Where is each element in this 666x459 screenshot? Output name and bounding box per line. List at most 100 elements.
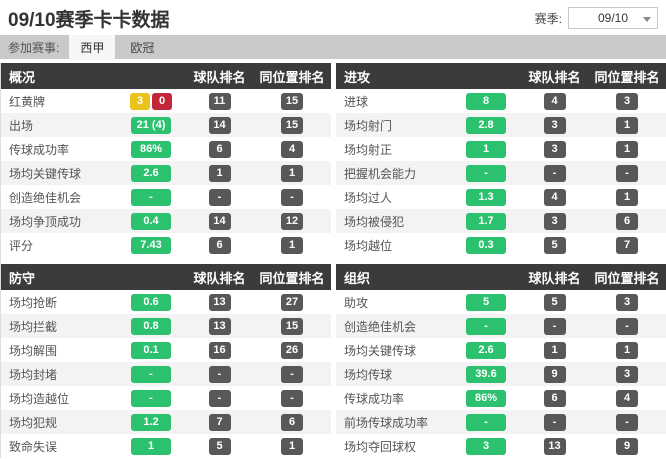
team-rank-cell: 13 [186,317,253,335]
position-rank-badge: 1 [616,116,638,134]
stat-value-cell: - [451,317,521,335]
position-rank-cell: 1 [588,341,666,359]
stat-label: 创造绝佳机会 [344,319,417,334]
team-rank-cell: 3 [521,212,588,230]
stat-label: 场均拦截 [9,319,58,334]
stat-value-cell: 1.2 [116,413,186,431]
team-rank-badge: 13 [208,293,231,311]
position-rank-badge: 4 [281,140,303,158]
position-rank-cell: - [588,317,666,335]
stat-label: 场均关键传球 [9,166,82,181]
stat-value-badge: - [131,188,171,206]
panel-header-organization: 组织 球队排名 同位置排名 [336,264,666,290]
team-rank-badge: 6 [208,236,231,254]
team-rank-cell: 1 [521,341,588,359]
stat-value-cell: 5 [451,293,521,311]
stat-value-cell: 0.8 [116,317,186,335]
stat-label: 出场 [9,118,34,133]
panel-organization: 组织 球队排名 同位置排名 助攻 5 5 3 创造绝佳机会 - - - 场均关键传球 2.6 1 1 场均传球… [336,264,666,458]
position-rank-badge: 6 [616,212,638,230]
season-select[interactable]: 09/10 [568,7,658,29]
position-rank-badge: - [616,413,638,431]
panel-body-organization: 助攻 5 5 3 创造绝佳机会 - - - 场均关键传球 2.6 1 1 场均传球 39.6 9 3 传球成功率… [336,290,666,458]
position-rank-cell: 15 [253,116,331,134]
position-rank-badge: - [616,317,638,335]
team-rank-cell: 6 [186,236,253,254]
stat-label: 场均射正 [344,142,393,157]
column-header-position-rank: 同位置排名 [259,270,325,286]
stat-label: 传球成功率 [9,142,70,157]
stat-label: 场均争顶成功 [9,214,82,229]
stat-label: 传球成功率 [344,391,405,406]
stat-row: 创造绝佳机会 - - - [336,314,666,338]
position-rank-badge: 3 [616,365,638,383]
team-rank-badge: 13 [543,437,566,455]
team-rank-badge: 6 [543,389,566,407]
stat-row: 场均传球 39.6 9 3 [336,362,666,386]
tab-laliga[interactable]: 西甲 [69,34,116,60]
stat-value-cell: 39.6 [451,365,521,383]
stat-row: 把握机会能力 - - - [336,161,666,185]
stat-row: 场均夺回球权 3 13 9 [336,434,666,458]
team-rank-cell: 1 [186,164,253,182]
stat-row: 场均过人 1.3 4 1 [336,185,666,209]
position-rank-badge: 4 [616,389,638,407]
stat-row: 场均争顶成功 0.4 14 12 [1,209,331,233]
stat-value-badge: 0.4 [131,212,171,230]
stat-label: 场均抢断 [9,295,58,310]
competition-label: 参加赛事: [8,40,60,55]
team-rank-badge: 1 [208,164,231,182]
stat-row: 前场传球成功率 - - - [336,410,666,434]
team-rank-cell: 5 [521,236,588,254]
team-rank-cell: 16 [186,341,253,359]
stat-row: 场均被侵犯 1.7 3 6 [336,209,666,233]
stat-row: 出场 21 (4) 14 15 [1,113,331,137]
stat-value-badge: 1.3 [466,188,506,206]
team-rank-cell: 14 [186,116,253,134]
stat-value-badge: 1 [466,140,506,158]
position-rank-cell: 15 [253,92,331,110]
stat-value-badge: - [131,389,171,407]
stat-label: 前场传球成功率 [344,415,429,430]
position-rank-cell: - [253,188,331,206]
position-rank-badge: 26 [281,341,303,359]
stat-row: 传球成功率 86% 6 4 [336,386,666,410]
stat-value-cell: 0.4 [116,212,186,230]
stat-value-cell: 1.3 [451,188,521,206]
panel-title: 概况 [9,69,36,85]
stat-value-cell: - [116,365,186,383]
stat-value-badge: - [466,317,506,335]
team-rank-badge: 11 [208,92,231,110]
position-rank-badge: 15 [281,92,303,110]
stat-label: 场均过人 [344,190,393,205]
panel-body-overview: 红黄牌 3 0 11 15 出场 21 (4) 14 15 传球成功率 86% 6 4 场均关键传球 2.6… [1,89,331,257]
team-rank-cell: 13 [186,293,253,311]
stat-row: 场均拦截 0.8 13 15 [1,314,331,338]
team-rank-cell: 4 [521,92,588,110]
position-rank-cell: 1 [253,236,331,254]
stat-row: 红黄牌 3 0 11 15 [1,89,331,113]
team-rank-badge: 5 [543,293,566,311]
team-rank-cell: 11 [186,92,253,110]
stat-row: 场均射正 1 3 1 [336,137,666,161]
stat-value-badge: 86% [466,389,506,407]
position-rank-badge: 3 [616,293,638,311]
stat-row: 创造绝佳机会 - - - [1,185,331,209]
panel-body-defense: 场均抢断 0.6 13 27 场均拦截 0.8 13 15 场均解围 0.1 16 26 场均封堵 - - -… [1,290,331,458]
team-rank-cell: - [186,188,253,206]
team-rank-cell: - [521,317,588,335]
stat-row: 场均犯规 1.2 7 6 [1,410,331,434]
stat-value-cell: 2.6 [451,341,521,359]
season-selector-group: 赛季: 09/10 [535,7,658,29]
stat-value-cell: 2.6 [116,164,186,182]
stat-row: 场均抢断 0.6 13 27 [1,290,331,314]
stat-value-badge: - [466,164,506,182]
panel-header-defense: 防守 球队排名 同位置排名 [1,264,331,290]
team-rank-badge: - [208,188,231,206]
stat-value-badge: 0.1 [131,341,171,359]
stat-row: 场均关键传球 2.6 1 1 [1,161,331,185]
tab-champions-league[interactable]: 欧冠 [130,40,155,55]
position-rank-cell: - [588,413,666,431]
stat-row: 场均越位 0.3 5 7 [336,233,666,257]
